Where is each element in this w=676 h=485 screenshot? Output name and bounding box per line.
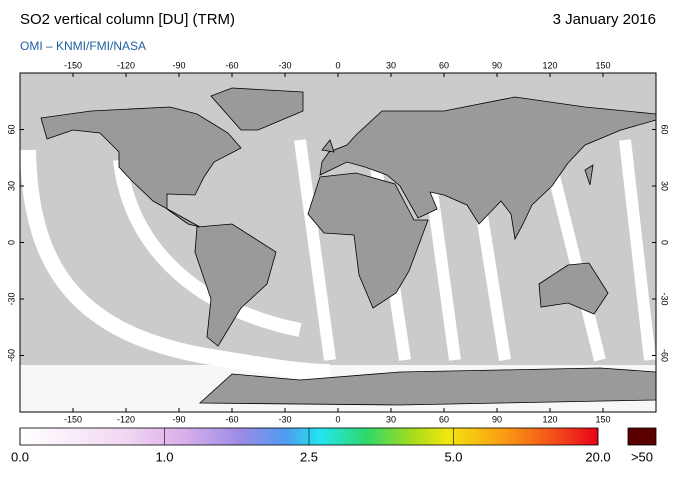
data-gap xyxy=(619,139,656,361)
lon-tick-label: 90 xyxy=(492,60,502,70)
north-america xyxy=(40,106,242,228)
lat-tick-label: -60 xyxy=(660,349,670,362)
data-gap xyxy=(113,159,302,337)
lon-tick-label: -150 xyxy=(64,60,82,70)
lon-tick-label: 0 xyxy=(335,414,340,424)
lat-tick-label: 30 xyxy=(6,181,16,191)
australia xyxy=(538,262,609,315)
lon-tick-label: 30 xyxy=(386,414,396,424)
lon-tick-label: -90 xyxy=(172,414,185,424)
colorbar-label: 1.0 xyxy=(155,449,173,464)
lat-tick-label: 0 xyxy=(660,240,670,245)
lat-tick-label: 30 xyxy=(660,181,670,191)
source: OMI – KNMI/FMI/NASA xyxy=(20,39,146,53)
eurasia xyxy=(319,96,656,241)
lon-tick-label: 150 xyxy=(595,414,610,424)
antarctica xyxy=(198,367,656,406)
lat-tick-label: -30 xyxy=(660,292,670,305)
data-gap xyxy=(294,139,336,361)
lon-tick-label: -60 xyxy=(225,60,238,70)
lon-tick-label: 90 xyxy=(492,414,502,424)
lon-tick-label: 60 xyxy=(439,60,449,70)
colorbar-label: 0.0 xyxy=(11,449,29,464)
map xyxy=(20,73,656,412)
british-isles xyxy=(321,139,335,153)
lon-tick-label: -60 xyxy=(225,414,238,424)
lon-tick-label: 120 xyxy=(542,60,557,70)
lon-tick-label: -150 xyxy=(64,414,82,424)
lat-tick-label: 60 xyxy=(660,124,670,134)
colorbar-label: 5.0 xyxy=(444,449,462,464)
lon-tick-label: -120 xyxy=(117,414,135,424)
lon-tick-label: -30 xyxy=(278,414,291,424)
lon-tick-label: -90 xyxy=(172,60,185,70)
lon-tick-label: 120 xyxy=(542,414,557,424)
lon-tick-label: 30 xyxy=(386,60,396,70)
lat-tick-label: -60 xyxy=(6,349,16,362)
south-america xyxy=(194,223,277,347)
colorbar-label: 2.5 xyxy=(300,449,318,464)
lon-tick-label: 0 xyxy=(335,60,340,70)
japan xyxy=(584,164,594,186)
lon-tick-label: -120 xyxy=(117,60,135,70)
lon-tick-label: -30 xyxy=(278,60,291,70)
colorbar-overflow xyxy=(627,427,657,446)
colorbar-overflow-label: >50 xyxy=(631,449,653,464)
date: 3 January 2016 xyxy=(553,11,656,28)
title: SO2 vertical column [DU] (TRM) xyxy=(20,11,235,28)
africa xyxy=(307,172,429,309)
lon-tick-label: 60 xyxy=(439,414,449,424)
lat-tick-label: 60 xyxy=(6,124,16,134)
lon-tick-label: 150 xyxy=(595,60,610,70)
colorbar-label: 20.0 xyxy=(585,449,610,464)
greenland xyxy=(210,87,304,131)
lat-tick-label: 0 xyxy=(6,240,16,245)
lat-tick-label: -30 xyxy=(6,292,16,305)
